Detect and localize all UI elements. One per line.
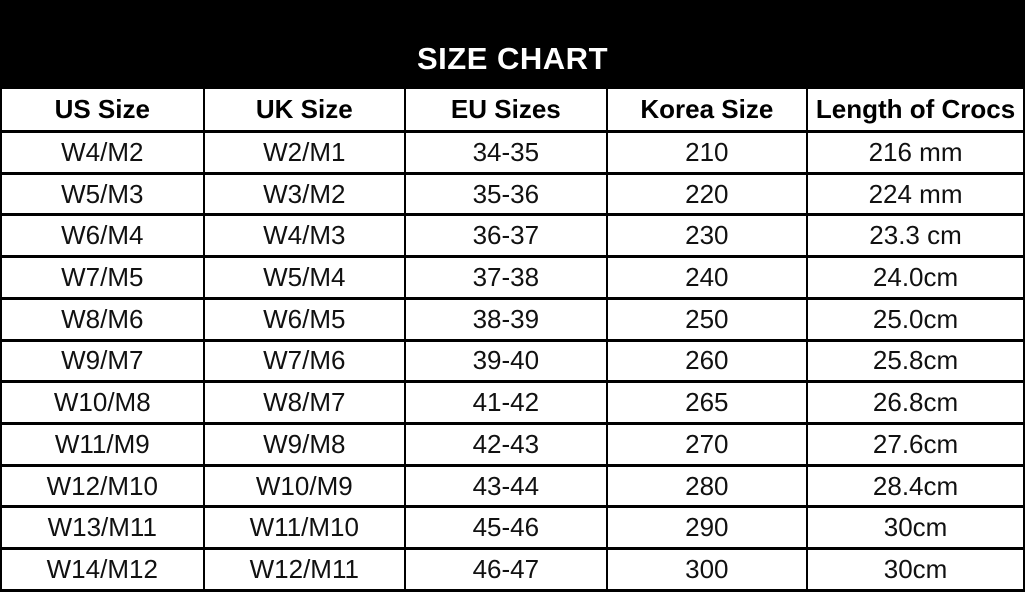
table-cell: W11/M9 <box>0 422 205 467</box>
column-header-length-of-crocs: Length of Crocs <box>806 86 1025 133</box>
table-cell: 250 <box>605 296 809 342</box>
column-header-eu-sizes: EU Sizes <box>404 86 608 133</box>
table-cell: W4/M3 <box>202 213 407 259</box>
table-cell: 224 mm <box>806 171 1025 217</box>
table-cell: 216 mm <box>806 130 1025 175</box>
column-header-us-size: US Size <box>0 86 205 133</box>
table-cell: W9/M8 <box>202 422 407 467</box>
table-body: W4/M2 W2/M1 34-35 210 216 mm W5/M3 W3/M2 35-36 2… <box>0 130 1025 592</box>
table-row: W4/M2 W2/M1 34-35 210 216 mm <box>0 130 1025 175</box>
table-row: W9/M7 W7/M6 39-40 260 25.8cm <box>0 338 1025 384</box>
table-cell: 280 <box>605 463 809 509</box>
table-cell: 290 <box>605 505 809 551</box>
table-row: W12/M10 W10/M9 43-44 280 28.4cm <box>0 463 1025 509</box>
table-cell: W4/M2 <box>0 130 205 175</box>
table-cell: W12/M10 <box>0 463 205 509</box>
table-cell: 30cm <box>806 547 1025 592</box>
table-cell: 26.8cm <box>806 380 1025 426</box>
table-cell: 23.3 cm <box>806 213 1025 259</box>
table-cell: 300 <box>605 547 809 592</box>
table-cell: 210 <box>605 130 809 175</box>
table-cell: W7/M5 <box>0 255 205 300</box>
table-cell: 270 <box>605 422 809 467</box>
table-cell: 35-36 <box>404 171 608 217</box>
table-cell: W10/M9 <box>202 463 407 509</box>
table-cell: 34-35 <box>404 130 608 175</box>
table-cell: 24.0cm <box>806 255 1025 300</box>
table-row: W6/M4 W4/M3 36-37 230 23.3 cm <box>0 213 1025 259</box>
table-cell: 46-47 <box>404 547 608 592</box>
table-cell: W7/M6 <box>202 338 407 384</box>
table-cell: 240 <box>605 255 809 300</box>
table-row: W13/M11 W11/M10 45-46 290 30cm <box>0 505 1025 551</box>
table-cell: W11/M10 <box>202 505 407 551</box>
table-cell: 265 <box>605 380 809 426</box>
table-row: W8/M6 W6/M5 38-39 250 25.0cm <box>0 296 1025 342</box>
table-cell: W6/M4 <box>0 213 205 259</box>
table-cell: 41-42 <box>404 380 608 426</box>
table-cell: W6/M5 <box>202 296 407 342</box>
table-cell: W13/M11 <box>0 505 205 551</box>
table-cell: 38-39 <box>404 296 608 342</box>
table-cell: 230 <box>605 213 809 259</box>
column-header-korea-size: Korea Size <box>605 86 809 133</box>
title-bar: SIZE CHART <box>0 0 1025 86</box>
table-cell: W12/M11 <box>202 547 407 592</box>
table-row: W10/M8 W8/M7 41-42 265 26.8cm <box>0 380 1025 426</box>
table-row: W7/M5 W5/M4 37-38 240 24.0cm <box>0 255 1025 300</box>
table-cell: 43-44 <box>404 463 608 509</box>
table-row: W11/M9 W9/M8 42-43 270 27.6cm <box>0 422 1025 467</box>
table-cell: W10/M8 <box>0 380 205 426</box>
page-title: SIZE CHART <box>417 41 608 76</box>
table-cell: 39-40 <box>404 338 608 384</box>
header-row: US Size UK Size EU Sizes Korea Size Length o… <box>0 86 1025 133</box>
table-cell: W8/M7 <box>202 380 407 426</box>
table-cell: 28.4cm <box>806 463 1025 509</box>
table-cell: W3/M2 <box>202 171 407 217</box>
table-cell: 25.0cm <box>806 296 1025 342</box>
table-cell: 27.6cm <box>806 422 1025 467</box>
table-cell: W2/M1 <box>202 130 407 175</box>
table-cell: 36-37 <box>404 213 608 259</box>
table-cell: 25.8cm <box>806 338 1025 384</box>
table-cell: W8/M6 <box>0 296 205 342</box>
table-cell: 45-46 <box>404 505 608 551</box>
table-cell: W5/M3 <box>0 171 205 217</box>
table-cell: W9/M7 <box>0 338 205 384</box>
table-cell: W5/M4 <box>202 255 407 300</box>
table-row: W5/M3 W3/M2 35-36 220 224 mm <box>0 171 1025 217</box>
table-cell: W14/M12 <box>0 547 205 592</box>
table-cell: 37-38 <box>404 255 608 300</box>
table-header: US Size UK Size EU Sizes Korea Size Length o… <box>0 86 1025 133</box>
column-header-uk-size: UK Size <box>202 86 407 133</box>
table-cell: 220 <box>605 171 809 217</box>
table-cell: 30cm <box>806 505 1025 551</box>
table-row: W14/M12 W12/M11 46-47 300 30cm <box>0 547 1025 592</box>
table-cell: 42-43 <box>404 422 608 467</box>
table-cell: 260 <box>605 338 809 384</box>
size-table: US Size UK Size EU Sizes Korea Size Length o… <box>0 86 1025 592</box>
